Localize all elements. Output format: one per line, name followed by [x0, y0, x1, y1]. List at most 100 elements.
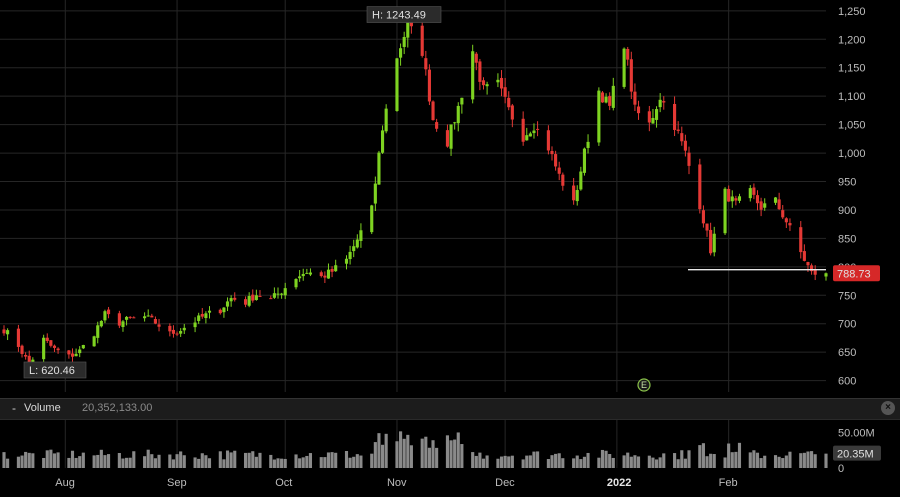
volume-bar [799, 453, 803, 468]
volume-bar [611, 457, 615, 468]
candle-body [554, 154, 558, 167]
volume-bar [373, 442, 377, 468]
volume-bar [49, 449, 53, 468]
candle-body [521, 118, 525, 142]
volume-bar [813, 454, 817, 468]
candle-body [146, 315, 150, 317]
volume-bar [27, 452, 31, 468]
volume-bar [384, 433, 388, 468]
time-axis: Aug Sep Oct Nov Dec 2022 Feb [55, 477, 737, 489]
month-label: 2022 [607, 477, 631, 489]
candle-body [723, 188, 727, 234]
candle-body [784, 218, 788, 223]
candle-body [298, 276, 302, 279]
volume-bar [125, 457, 129, 468]
price-tick-label: 1,200 [838, 34, 866, 46]
volume-bar [575, 455, 579, 468]
candle-body [499, 77, 504, 89]
candle-body [586, 141, 590, 148]
candle-body [52, 345, 57, 348]
candle-body [474, 53, 478, 63]
volume-last-badge: 20.35M [833, 445, 881, 461]
candle-body [70, 353, 75, 357]
candle-body [424, 58, 428, 70]
candle-body [802, 251, 806, 261]
candle-body [781, 210, 785, 218]
volume-bar [132, 451, 136, 468]
volume-tick-label: 50.00M [838, 428, 875, 440]
volume-bar [204, 455, 208, 468]
volume-bar [586, 452, 590, 468]
candle-body [824, 273, 828, 277]
volume-bar [143, 456, 147, 468]
volume-bar [16, 456, 20, 468]
month-label: Feb [719, 477, 738, 489]
candle-body [323, 275, 327, 278]
candle-body [370, 205, 374, 233]
volume-bar [218, 451, 222, 468]
candle-body [528, 133, 532, 137]
high-label-text: H: 1243.49 [372, 10, 426, 22]
candle-body [788, 223, 792, 226]
volume-bar [323, 457, 327, 468]
volume-bar [2, 452, 6, 468]
candle-body [229, 298, 233, 302]
high-label: H: 1243.49 [366, 6, 442, 23]
candle-body [445, 130, 450, 147]
volume-bar [45, 450, 49, 468]
volume-bar [546, 459, 550, 468]
candle-body [755, 195, 760, 204]
volume-bar [254, 456, 258, 468]
candle-body [6, 330, 10, 335]
earnings-marker[interactable]: E [637, 378, 651, 392]
volume-bar [427, 447, 431, 468]
candle-body [225, 301, 230, 307]
candle-body [92, 336, 96, 347]
candle-body [759, 201, 763, 210]
volume-bar [424, 436, 428, 468]
volume-bar [528, 455, 532, 468]
candle-body [777, 199, 781, 210]
candle-body [24, 355, 28, 357]
candle-body [280, 293, 284, 295]
volume-bar [597, 457, 601, 468]
volume-bar [222, 459, 226, 468]
candle-body [125, 316, 129, 320]
volume-bar [409, 445, 413, 468]
price-tick-label: 850 [838, 233, 856, 245]
volume-bar [276, 458, 280, 468]
close-icon[interactable]: × [881, 401, 895, 415]
candle-body [128, 316, 132, 318]
candle-body [481, 80, 486, 86]
volume-bar [759, 458, 763, 468]
candle-body [294, 279, 298, 288]
volume-tick-label: 0 [838, 463, 844, 475]
volume-bar [301, 457, 305, 468]
volume-value: 20,352,133.00 [82, 402, 153, 414]
volume-bar [550, 455, 554, 468]
volume-bar [777, 456, 781, 468]
candle-body [99, 320, 103, 327]
collapse-volume-button[interactable]: - [12, 401, 16, 415]
volume-bar [103, 455, 107, 468]
volume-bar [763, 455, 767, 468]
candle-body [737, 196, 742, 201]
candle-body [251, 294, 255, 301]
volume-bar [712, 454, 716, 468]
volume-bar [233, 450, 237, 468]
month-label: Oct [275, 477, 292, 489]
candle-body [380, 130, 385, 153]
volume-bar [734, 451, 738, 468]
candle-body [132, 317, 136, 319]
volume-bar [748, 452, 752, 468]
volume-bar [92, 455, 96, 468]
volume-bar [651, 457, 655, 468]
candle-body [377, 152, 381, 185]
candle-body [222, 307, 226, 313]
volume-bar [96, 454, 100, 468]
candle-body [272, 293, 276, 298]
volume-bar [229, 452, 233, 468]
candle-body [510, 105, 514, 120]
volume-bar [377, 433, 381, 468]
